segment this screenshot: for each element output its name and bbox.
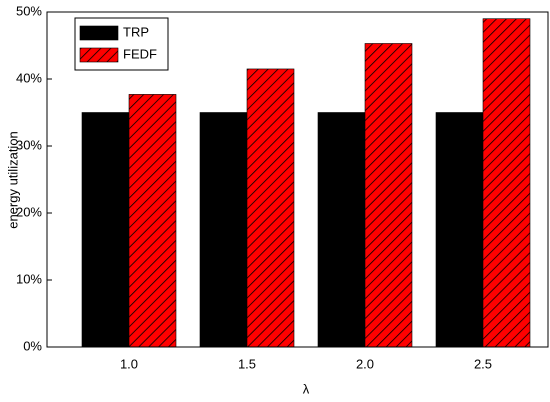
bar bbox=[364, 43, 413, 348]
y-tick-label: 40% bbox=[16, 70, 42, 85]
x-tick-label: 2.0 bbox=[356, 356, 374, 371]
y-tick-label: 20% bbox=[16, 204, 42, 219]
legend-label: FEDF bbox=[123, 46, 157, 61]
y-tick-label: 50% bbox=[16, 3, 42, 18]
y-tick-label: 10% bbox=[16, 271, 42, 286]
legend-swatch bbox=[79, 47, 119, 63]
x-tick-label: 1.5 bbox=[238, 356, 256, 371]
bar bbox=[128, 94, 177, 348]
plot-frame bbox=[46, 11, 549, 348]
bar bbox=[435, 112, 484, 348]
y-tick-label: 0% bbox=[23, 338, 42, 353]
y-axis-label: energy utilization bbox=[5, 131, 20, 229]
x-tick-label: 2.5 bbox=[474, 356, 492, 371]
bar bbox=[199, 112, 248, 348]
legend-label: TRP bbox=[123, 24, 149, 39]
x-tick-label: 1.0 bbox=[120, 356, 138, 371]
legend-swatch bbox=[79, 25, 119, 41]
bar bbox=[317, 112, 366, 348]
bar bbox=[81, 112, 130, 348]
y-tick-label: 30% bbox=[16, 137, 42, 152]
bar bbox=[246, 68, 295, 348]
x-axis-label: λ bbox=[303, 381, 310, 396]
bar bbox=[482, 18, 531, 348]
